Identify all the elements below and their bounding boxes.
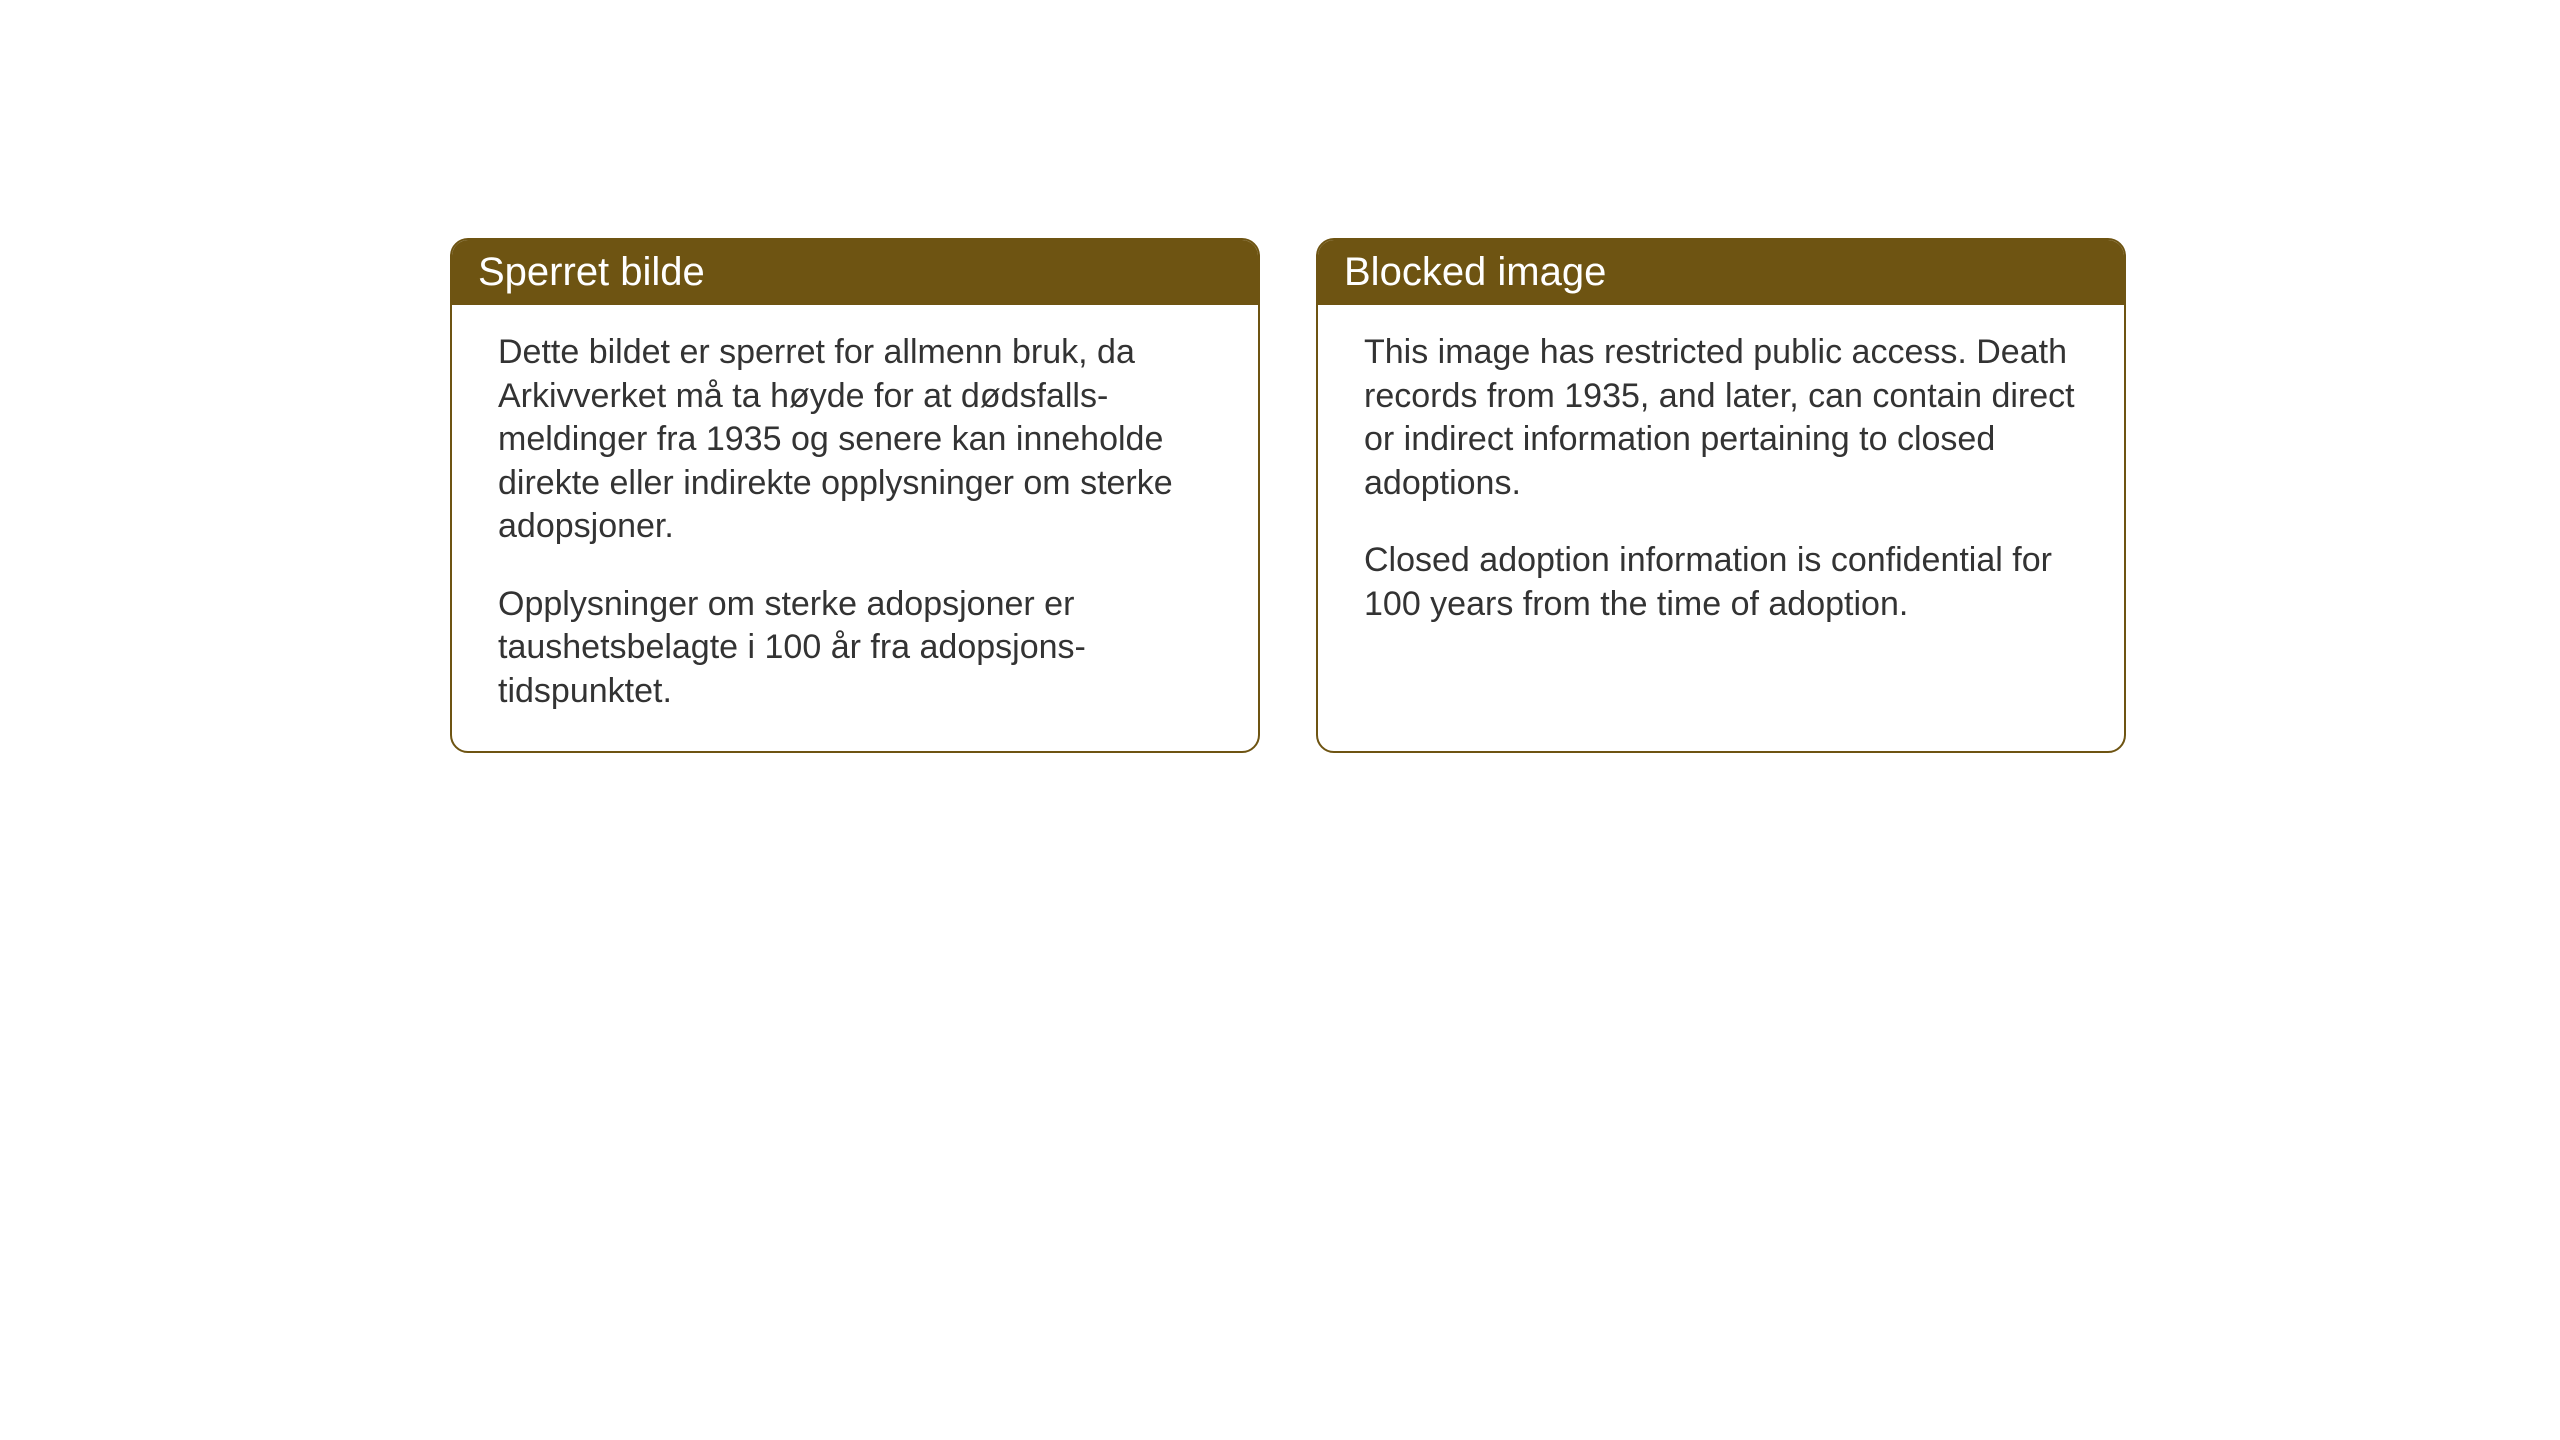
card-header-norwegian: Sperret bilde (452, 240, 1258, 305)
card-norwegian: Sperret bilde Dette bildet er sperret fo… (450, 238, 1260, 753)
cards-container: Sperret bilde Dette bildet er sperret fo… (450, 238, 2126, 753)
card-body-norwegian: Dette bildet er sperret for allmenn bruk… (452, 305, 1258, 751)
card-title-english: Blocked image (1344, 250, 1606, 294)
card-english: Blocked image This image has restricted … (1316, 238, 2126, 753)
card-title-norwegian: Sperret bilde (478, 250, 705, 294)
card-paragraph2-english: Closed adoption information is confident… (1364, 539, 2078, 626)
card-body-english: This image has restricted public access.… (1318, 305, 2124, 664)
card-paragraph1-norwegian: Dette bildet er sperret for allmenn bruk… (498, 331, 1212, 549)
card-paragraph2-norwegian: Opplysninger om sterke adopsjoner er tau… (498, 583, 1212, 714)
card-header-english: Blocked image (1318, 240, 2124, 305)
card-paragraph1-english: This image has restricted public access.… (1364, 331, 2078, 505)
